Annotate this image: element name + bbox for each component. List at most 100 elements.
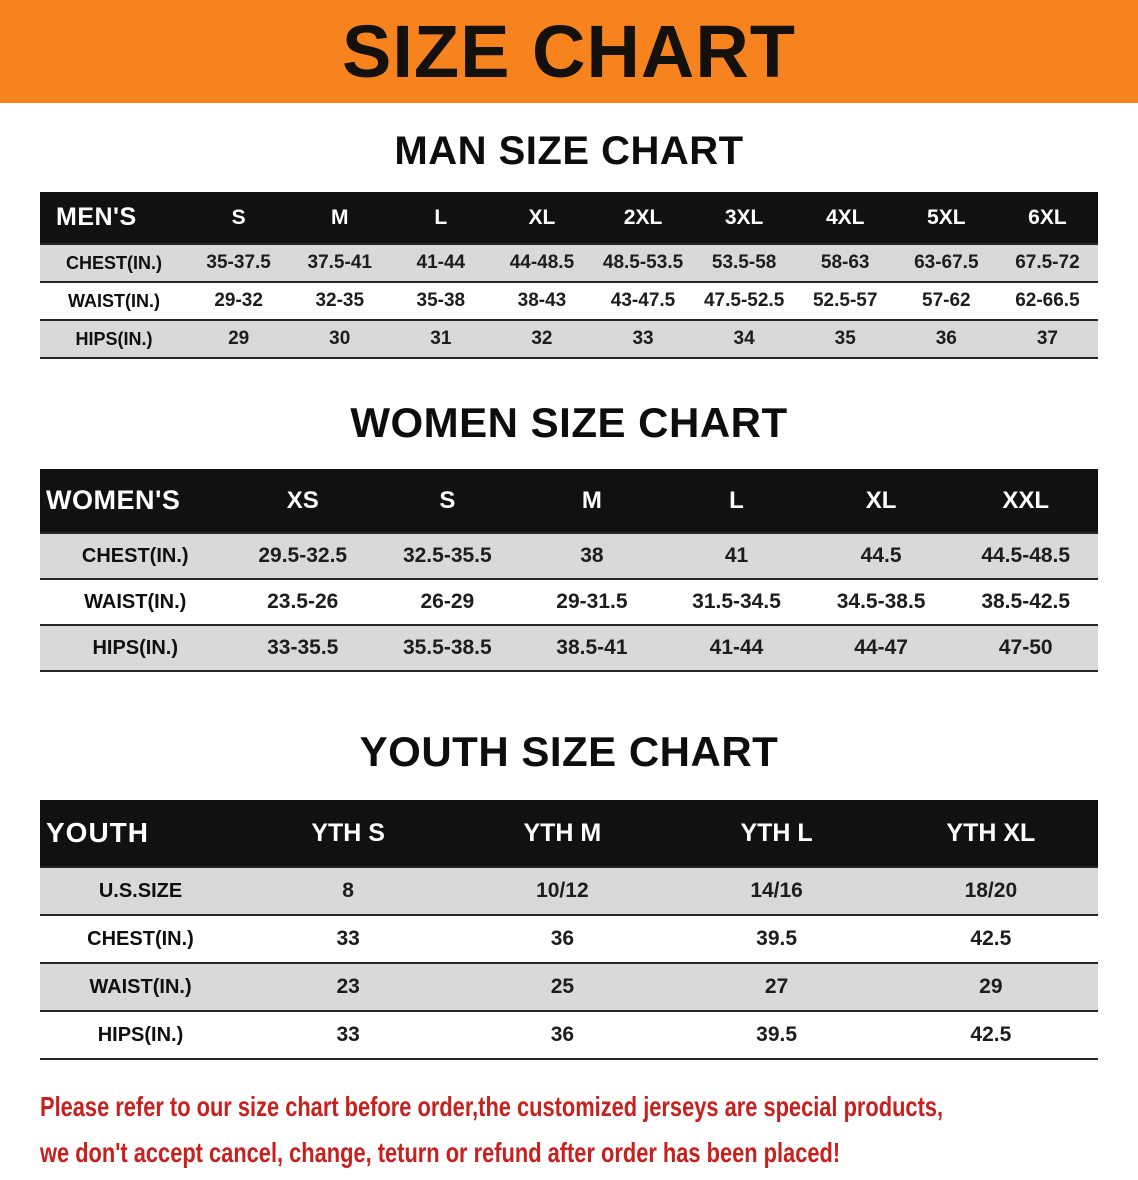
size-column-header: L	[390, 192, 492, 244]
size-value: 18/20	[964, 879, 1018, 902]
disclaimer-note: Please refer to our size chart before or…	[40, 1088, 1098, 1172]
size-value: 26-29	[420, 590, 475, 613]
youth-size-section: YOUTH SIZE CHART YOUTH YTH S YTH M YTH L YTH…	[0, 728, 1138, 1060]
table-row: CHEST(IN.) 35-37.5 37.5-41 41-44 44-48.5 48.5…	[40, 244, 1098, 282]
size-value: 38.5-42.5	[981, 590, 1071, 613]
size-value: 23	[336, 975, 360, 998]
women-size-table: WOMEN'S XS S M L XL XXL CHEST(IN.) 29.5-32.5 32.5…	[40, 469, 1098, 672]
size-column-header: M	[519, 469, 665, 533]
table-row: WAIST(IN.) 23 25 27 29	[40, 963, 1098, 1011]
size-value: 33	[632, 328, 654, 349]
table-row: HIPS(IN.) 33-35.5 35.5-38.5 38.5-41 41-44 44-…	[40, 625, 1098, 671]
women-section-heading: WOMEN SIZE CHART	[350, 399, 788, 446]
size-value: 25	[550, 975, 575, 998]
size-column-header: XL	[491, 192, 593, 244]
size-value: 31.5-34.5	[692, 590, 781, 613]
row-label: CHEST(IN.)	[87, 927, 194, 950]
women-size-table-container: WOMEN'S XS S M L XL XXL CHEST(IN.) 29.5-32.5 32.5…	[40, 469, 1098, 672]
size-value: 33	[336, 1023, 360, 1046]
size-value: 34	[733, 328, 755, 349]
size-value: 14/16	[750, 879, 803, 902]
men-size-section: MAN SIZE CHART MEN'S S M L XL 2XL 3XL 4XL 5XL 6XL…	[0, 129, 1138, 359]
size-value: 58-63	[820, 252, 870, 273]
row-label: CHEST(IN.)	[66, 252, 163, 273]
size-value: 38.5-41	[556, 636, 628, 659]
size-value: 44-48.5	[509, 252, 575, 273]
size-value: 35	[834, 328, 856, 349]
size-column-header: 3XL	[693, 192, 795, 244]
size-value: 41-44	[416, 252, 466, 273]
table-row: WAIST(IN.) 29-32 32-35 35-38 38-43 43-47.5 47.…	[40, 282, 1098, 320]
size-column-header: YTH S	[241, 800, 456, 867]
size-value: 39.5	[756, 927, 798, 950]
size-value: 42.5	[970, 927, 1012, 950]
table-row: CHEST(IN.) 33 36 39.5 42.5	[40, 915, 1098, 963]
size-value: 34.5-38.5	[836, 590, 926, 613]
size-value: 44.5	[860, 544, 902, 567]
size-value: 33-35.5	[267, 636, 339, 659]
row-label: WAIST(IN.)	[84, 590, 187, 613]
size-value: 38-43	[517, 290, 567, 311]
size-chart-banner: SIZE CHART	[0, 0, 1138, 103]
size-value: 8	[342, 879, 354, 902]
size-value: 44-47	[854, 636, 908, 659]
size-column-header: 5XL	[895, 192, 997, 244]
youth-size-table-container: YOUTH YTH S YTH M YTH L YTH XL U.S.SIZE 8 10/12…	[40, 800, 1098, 1060]
size-value: 10/12	[536, 879, 589, 902]
size-value: 32	[531, 328, 553, 349]
size-column-header: 2XL	[592, 192, 694, 244]
size-value: 43-47.5	[610, 290, 676, 311]
size-value: 57-62	[922, 290, 971, 311]
size-value: 36	[550, 1023, 575, 1046]
men-size-table-container: MEN'S S M L XL 2XL 3XL 4XL 5XL 6XL CHEST(IN.) 35-37…	[40, 192, 1098, 359]
size-value: 35-37.5	[206, 252, 271, 273]
size-column-header: XS	[230, 469, 376, 533]
table-title-cell: YOUTH	[40, 800, 242, 867]
row-label: CHEST(IN.)	[81, 544, 189, 567]
size-value: 53.5-58	[711, 252, 777, 273]
size-value: 67.5-72	[1015, 252, 1080, 273]
size-column-header: M	[289, 192, 391, 244]
size-value: 38	[580, 544, 604, 567]
table-header-row: WOMEN'S XS S M L XL XXL	[40, 469, 1098, 533]
size-value: 33	[336, 927, 360, 950]
size-value: 37.5-41	[307, 252, 372, 273]
disclaimer-line-1: Please refer to our size chart before or…	[40, 1091, 944, 1122]
size-value: 48.5-53.5	[602, 252, 684, 273]
row-label: HIPS(IN.)	[75, 328, 153, 349]
row-label: HIPS(IN.)	[97, 1023, 184, 1046]
size-value: 32.5-35.5	[402, 544, 492, 567]
size-value: 52.5-57	[812, 290, 878, 311]
table-row: WAIST(IN.) 23.5-26 26-29 29-31.5 31.5-34.5 34…	[40, 579, 1098, 625]
women-size-section: WOMEN SIZE CHART WOMEN'S XS S M L XL XXL CHEST(…	[0, 399, 1138, 672]
size-value: 36	[550, 927, 575, 950]
row-label: U.S.SIZE	[98, 879, 183, 902]
size-column-header: XXL	[953, 469, 1098, 533]
size-value: 36	[935, 328, 957, 349]
size-column-header: XL	[808, 469, 954, 533]
table-row: HIPS(IN.) 29 30 31 32 33 34 35 36 37	[40, 320, 1098, 358]
size-value: 29.5-32.5	[258, 544, 348, 567]
youth-size-table: YOUTH YTH S YTH M YTH L YTH XL U.S.SIZE 8 10/12…	[40, 800, 1098, 1060]
table-title-cell: WOMEN'S	[40, 469, 231, 533]
size-value: 29-32	[214, 290, 263, 311]
size-value: 42.5	[970, 1023, 1012, 1046]
size-value: 62-66.5	[1015, 290, 1080, 311]
row-label: WAIST(IN.)	[89, 975, 192, 998]
size-value: 37	[1036, 328, 1058, 349]
size-value: 29	[228, 328, 250, 349]
table-title-cell: MEN'S	[40, 192, 189, 244]
table-row: HIPS(IN.) 33 36 39.5 42.5	[40, 1011, 1098, 1059]
size-column-header: 4XL	[794, 192, 896, 244]
banner-title: SIZE CHART	[342, 9, 796, 93]
size-column-header: 6XL	[996, 192, 1098, 244]
size-column-header: YTH XL	[883, 800, 1098, 867]
table-row: U.S.SIZE 8 10/12 14/16 18/20	[40, 867, 1098, 915]
youth-section-heading: YOUTH SIZE CHART	[359, 728, 779, 775]
size-value: 29	[979, 975, 1003, 998]
size-value: 41	[724, 544, 749, 567]
size-value: 44.5-48.5	[981, 544, 1071, 567]
table-header-row: YOUTH YTH S YTH M YTH L YTH XL	[40, 800, 1098, 867]
men-size-table: MEN'S S M L XL 2XL 3XL 4XL 5XL 6XL CHEST(IN.) 35-37…	[40, 192, 1098, 359]
size-value: 47-50	[998, 636, 1053, 659]
